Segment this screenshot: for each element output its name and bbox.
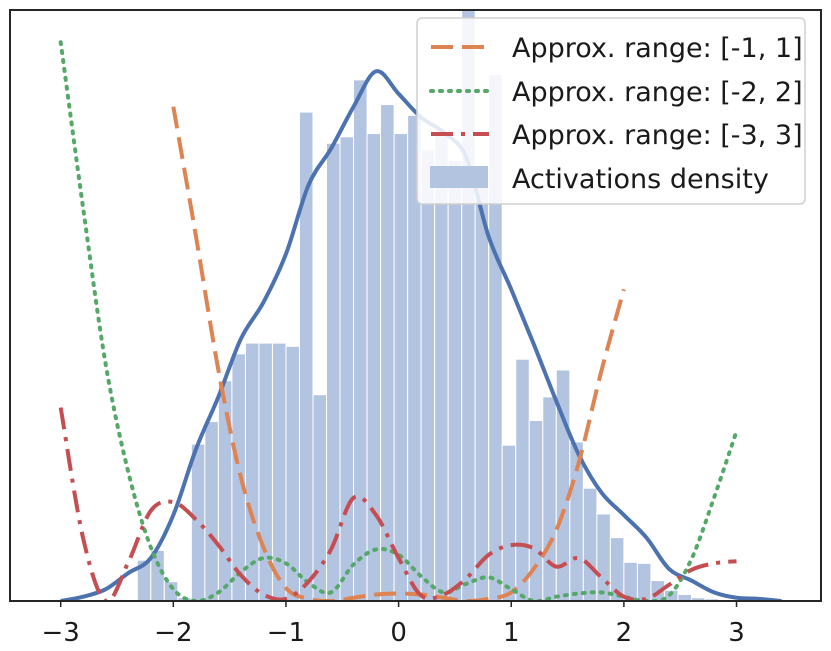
x-tick-label: 2 xyxy=(616,618,633,647)
legend-label: Approx. range: [-3, 3] xyxy=(512,120,803,151)
histogram-bar xyxy=(501,444,517,601)
histogram-bar xyxy=(515,358,530,601)
x-tick-label: −1 xyxy=(267,618,305,647)
series-line-dotted xyxy=(58,40,739,601)
x-tick-label: 3 xyxy=(728,618,745,647)
series-line-dashed xyxy=(171,106,626,601)
plot-frame xyxy=(9,9,822,602)
histogram-bar xyxy=(366,133,382,601)
histogram-bar xyxy=(542,396,557,601)
histogram-bar xyxy=(596,513,611,601)
x-axis-ticks: −3 −2 −1 0 1 2 3 xyxy=(42,601,745,648)
histogram-bar xyxy=(190,443,206,601)
histogram-bar xyxy=(420,149,436,601)
histogram-bar xyxy=(326,142,341,601)
histogram-bar xyxy=(636,562,652,601)
x-tick-label: 0 xyxy=(390,618,407,647)
legend-swatch xyxy=(430,166,488,188)
histogram-bar xyxy=(298,111,314,601)
histogram-bar xyxy=(312,394,328,601)
x-tick-label: 1 xyxy=(503,618,520,647)
histogram-bar xyxy=(447,159,463,601)
histogram-bar xyxy=(231,353,246,601)
histogram-bar xyxy=(353,79,368,601)
legend: Approx. range: [-1, 1] Approx. range: [-2… xyxy=(416,17,806,205)
legend-box xyxy=(416,17,806,205)
histogram-bar xyxy=(393,133,409,601)
plot-area xyxy=(58,10,782,601)
x-tick-label: −3 xyxy=(42,618,80,647)
legend-label: Approx. range: [-2, 2] xyxy=(512,77,803,108)
legend-label: Approx. range: [-1, 1] xyxy=(512,33,803,64)
series-line-dashdot xyxy=(58,407,737,601)
histogram-bar xyxy=(271,342,287,601)
histogram-bar xyxy=(623,561,638,601)
histogram-bar xyxy=(339,136,355,601)
legend-label: Activations density xyxy=(512,164,769,195)
histogram-bar xyxy=(582,487,598,601)
x-tick-label: −2 xyxy=(154,618,192,647)
histogram-bar xyxy=(204,421,219,601)
